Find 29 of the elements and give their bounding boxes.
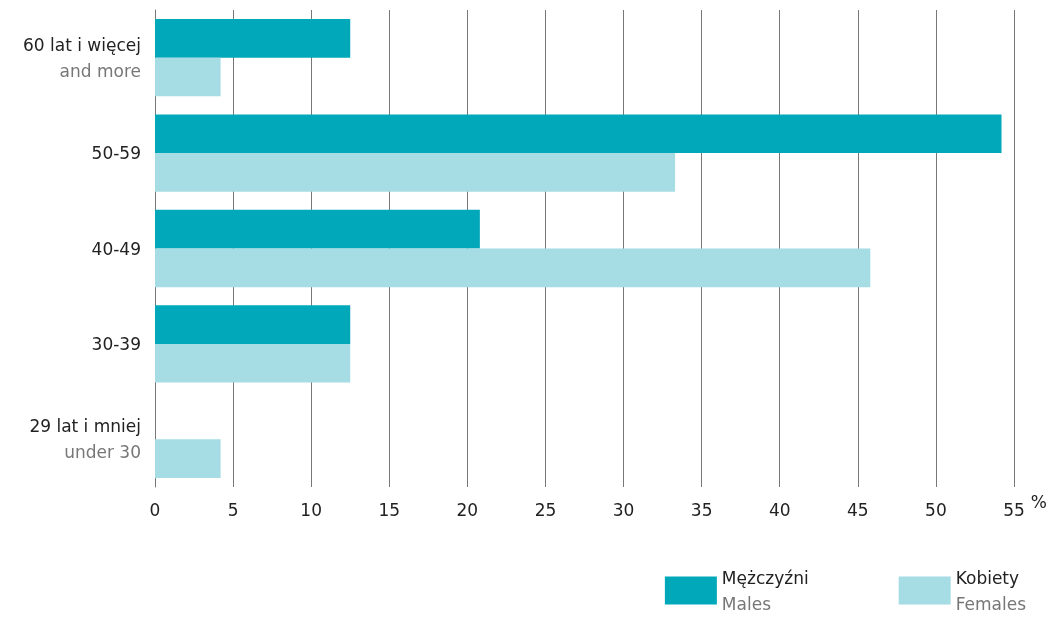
y-tick-label: 40-49 <box>91 238 141 259</box>
y-tick-label: 30-39 <box>91 333 141 354</box>
bar <box>155 343 351 383</box>
x-tick-label: 20 <box>456 499 479 520</box>
y-tick-label: 60 lat i więcej and more <box>23 34 141 81</box>
bar <box>155 305 351 344</box>
bar <box>155 114 1002 154</box>
bar <box>155 439 221 478</box>
x-tick-label: 10 <box>300 499 322 520</box>
x-tick-label: 25 <box>534 499 557 520</box>
bar <box>155 57 221 97</box>
x-tick-label: 5 <box>227 499 239 520</box>
x-tick-label: 15 <box>378 499 401 520</box>
x-tick-label: 50 <box>925 499 947 520</box>
y-tick-label: 50-59 <box>91 143 141 164</box>
x-tick-label: 35 <box>690 499 713 520</box>
bar <box>155 248 871 288</box>
x-tick-label: 55 <box>1003 499 1025 520</box>
x-tick-label: 0 <box>149 499 161 520</box>
legend-label: Mężczyźni Males <box>721 567 809 614</box>
bar <box>155 209 480 249</box>
bar <box>155 153 676 192</box>
x-tick-label: 30 <box>612 499 635 520</box>
bar <box>155 19 351 58</box>
x-axis-title: % <box>1030 491 1047 512</box>
legend-label: Kobiety Females <box>955 567 1027 614</box>
x-tick-label: 40 <box>768 499 791 520</box>
y-tick-label: 29 lat i mniej under 30 <box>29 416 141 463</box>
x-tick-label: 45 <box>847 499 869 520</box>
